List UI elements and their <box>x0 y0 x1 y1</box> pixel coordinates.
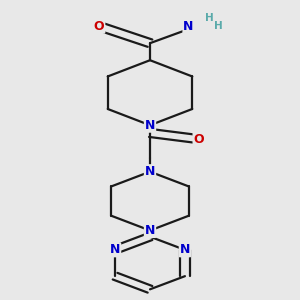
Text: N: N <box>145 224 155 237</box>
Text: N: N <box>145 119 155 132</box>
Text: N: N <box>183 20 194 33</box>
Text: H: H <box>214 21 222 31</box>
Text: N: N <box>180 243 190 256</box>
Text: O: O <box>94 20 104 33</box>
Text: H: H <box>205 14 214 23</box>
Text: N: N <box>110 243 120 256</box>
Text: O: O <box>194 133 204 146</box>
Text: N: N <box>145 165 155 178</box>
